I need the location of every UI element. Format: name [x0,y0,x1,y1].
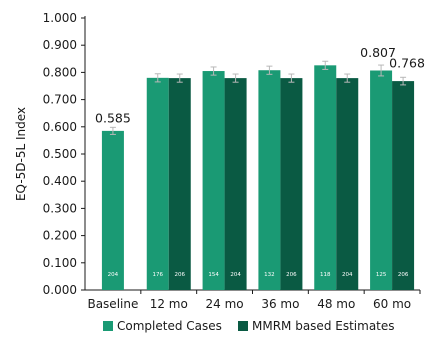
bar-n-label: 206 [175,272,186,278]
bar-value-label: 0.768 [389,56,425,71]
bar-completed-cases [146,77,169,290]
legend-item-completed-cases-swatch [103,321,113,331]
y-tick-label: 0.500 [43,147,77,161]
bar-mmrm-estimates [280,78,303,290]
bar-completed-cases [202,71,225,290]
x-tick-label: 12 mo [150,297,188,311]
bar-n-label: 176 [153,272,164,278]
y-tick-label: 0.900 [43,38,77,52]
bar-mmrm-estimates [224,78,247,290]
y-tick-label: 0.800 [43,65,77,79]
bar-mmrm-estimates [168,78,191,290]
x-tick-label: 60 mo [373,297,411,311]
x-tick-label: Baseline [87,297,138,311]
bar-value-label: 0.585 [95,110,131,125]
bar-mmrm-estimates [336,78,359,290]
bar-completed-cases [258,70,281,290]
bar-completed-cases [101,130,124,290]
y-tick-label: 1.000 [43,11,77,25]
bar-n-label: 204 [108,272,119,278]
y-tick-label: 0.200 [43,229,77,243]
legend-item-completed-cases-label: Completed Cases [117,319,222,333]
x-tick-label: 36 mo [261,297,299,311]
y-axis-title: EQ-5D-5L Index [14,107,28,201]
y-tick-label: 0.700 [43,93,77,107]
y-tick-label: 0.400 [43,174,77,188]
y-tick-label: 0.300 [43,201,77,215]
bar-n-label: 118 [320,272,331,278]
x-tick-label: 24 mo [206,297,244,311]
bar-completed-cases [314,65,337,290]
bar-n-label: 125 [376,272,387,278]
legend-item-mmrm-estimates-label: MMRM based Estimates [252,319,395,333]
bar-n-label: 206 [398,272,409,278]
bar-n-label: 204 [230,272,241,278]
bar-n-label: 206 [286,272,297,278]
bar-n-label: 204 [342,272,353,278]
x-tick-label: 48 mo [317,297,355,311]
legend-item-mmrm-estimates-swatch [238,321,248,331]
bar-mmrm-estimates [392,81,415,290]
bar-n-label: 132 [264,272,275,278]
y-tick-label: 0.600 [43,120,77,134]
y-tick-label: 0.100 [43,256,77,270]
bar-n-label: 154 [208,272,219,278]
y-tick-label: 0.000 [43,283,77,297]
bar-completed-cases [370,70,393,290]
bar-value-label: 0.807 [360,45,396,60]
